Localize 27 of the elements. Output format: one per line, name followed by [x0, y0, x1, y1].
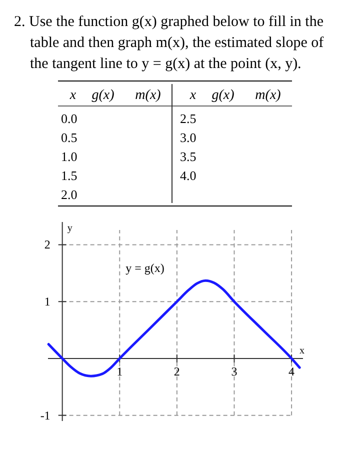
chart-title: 2. Use the function g(x) graphed below to fill in the table and then graph m(x), the estimated slope of the tangent line to y = g(x) at the point (x, y). [14, 13, 325, 74]
text: 2.0 [61, 187, 78, 202]
text: 1.0 [61, 149, 78, 164]
text: 1.5 [61, 168, 78, 183]
x-tick-label: 2 [174, 364, 180, 378]
text: g(x) [92, 88, 115, 103]
y-axis-title: y [67, 223, 72, 234]
x-tick-label: 4 [288, 364, 295, 378]
y-tick-label: 1 [44, 294, 50, 309]
x-tick-label: 3 [231, 364, 238, 378]
text: 0.5 [61, 130, 78, 145]
text: 4.0 [180, 168, 196, 183]
text: g(x) [212, 88, 235, 103]
text: 3.0 [180, 130, 196, 145]
annotation: y = g(x) [126, 261, 164, 275]
text: 2.5 [180, 111, 196, 126]
x-tick-label: 1 [116, 364, 123, 378]
text: m(x) [255, 88, 282, 103]
text: 3.5 [180, 149, 196, 164]
text: 0.0 [61, 111, 78, 126]
x-axis-title: x [300, 345, 304, 356]
line-series [47, 279, 301, 378]
y-tick-label: -1 [40, 408, 50, 422]
text: x [68, 88, 77, 103]
text: x [188, 88, 197, 103]
text: m(x) [135, 88, 162, 103]
y-tick-label: 2 [44, 238, 50, 252]
